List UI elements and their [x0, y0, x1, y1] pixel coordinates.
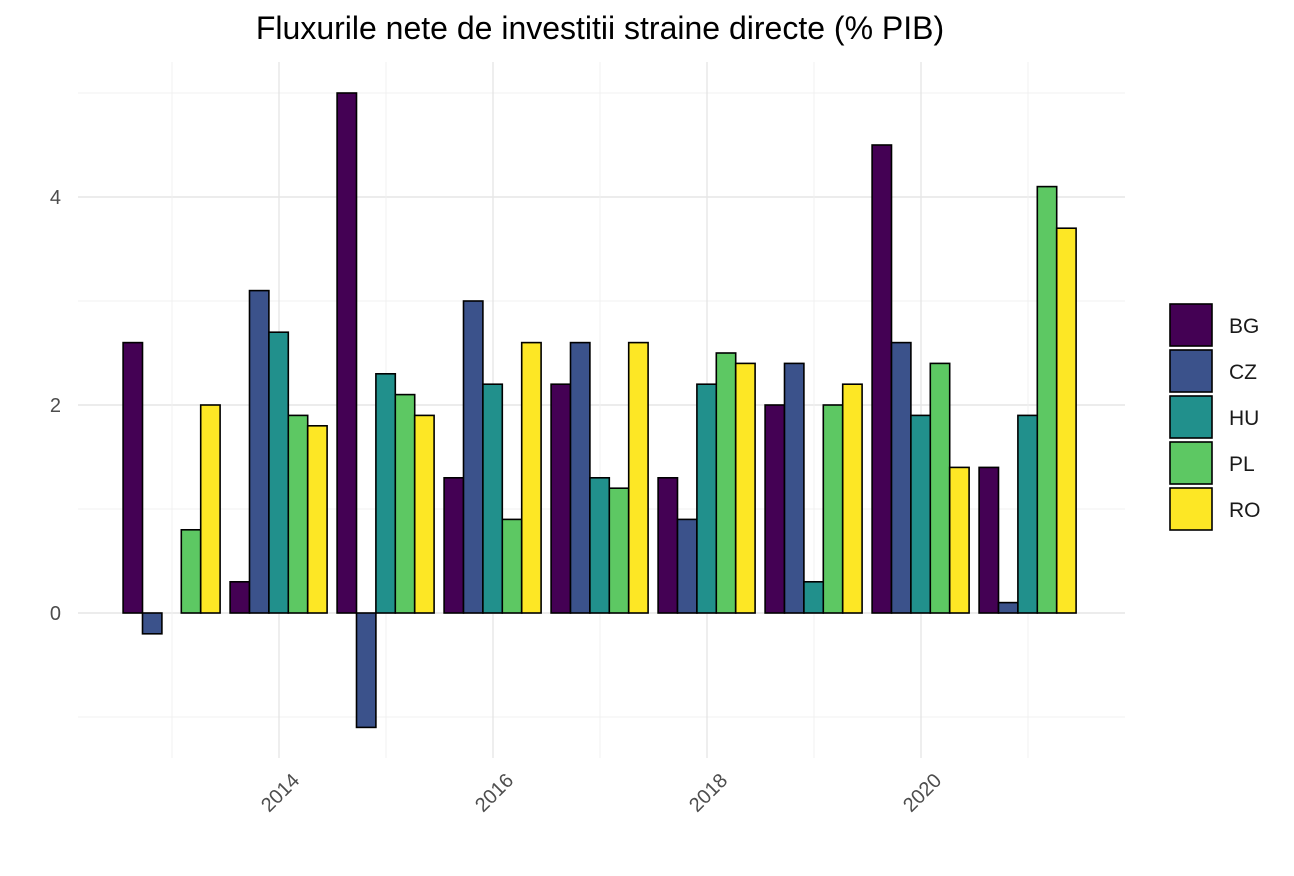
bar-cz-2019: [783, 362, 805, 614]
legend-key-cz: [1169, 349, 1213, 393]
bar-bg-2019: [764, 404, 786, 614]
bar-ro-2016: [520, 341, 542, 614]
bar-cz-2014: [248, 289, 270, 614]
bar-pl-2020: [929, 362, 951, 614]
x-tick-label: 2016: [471, 770, 518, 817]
y-axis-ticks: 0 2 4: [50, 187, 61, 625]
legend-label-pl: PL: [1229, 453, 1255, 476]
bar-bg-2013: [122, 341, 144, 614]
bar-pl-2019: [822, 404, 844, 614]
bar-ro-2017: [627, 341, 649, 614]
y-tick-label: 4: [50, 187, 61, 209]
bar-ro-2020: [948, 466, 970, 614]
bar-hu-2015: [375, 372, 397, 614]
bar-hu-2016: [482, 383, 504, 614]
bar-pl-2017: [608, 487, 630, 614]
bar-ro-2015: [413, 414, 435, 614]
y-tick-label: 2: [50, 395, 61, 417]
bar-pl-2013: [180, 528, 202, 614]
bar-hu-2019: [803, 580, 825, 614]
x-tick-label: 2018: [685, 770, 732, 817]
y-tick-label: 0: [50, 603, 61, 625]
legend-key-ro: [1169, 487, 1213, 531]
bar-hu-2020: [910, 414, 932, 614]
bar-cz-2021: [997, 601, 1019, 614]
bar-hu-2018: [696, 383, 718, 614]
bar-bg-2014: [229, 580, 251, 614]
legend-label-cz: CZ: [1229, 361, 1257, 384]
bar-bg-2021: [978, 466, 1000, 614]
x-tick-label: 2014: [257, 770, 304, 817]
bar-bg-2017: [550, 383, 572, 614]
bar-cz-2015: [355, 612, 377, 729]
legend-key-pl: [1169, 441, 1213, 485]
bar-ro-2018: [734, 362, 756, 614]
bar-ro-2014: [306, 424, 328, 614]
bar-ro-2019: [841, 383, 863, 614]
bar-pl-2018: [715, 352, 737, 614]
chart-title: Fluxurile nete de investitii straine dir…: [255, 10, 945, 46]
bar-bg-2020: [871, 144, 893, 614]
legend-label-hu: HU: [1229, 407, 1259, 430]
bars: [122, 92, 1077, 729]
bar-cz-2017: [569, 341, 591, 614]
bar-cz-2018: [676, 518, 698, 614]
legend-label-ro: RO: [1229, 499, 1261, 522]
bar-hu-2021: [1017, 414, 1039, 614]
x-tick-label: 2020: [899, 770, 946, 817]
bar-pl-2015: [394, 393, 416, 614]
x-axis-ticks: 2014 2016 2018 2020: [257, 770, 946, 817]
bar-cz-2020: [890, 341, 912, 614]
bar-bg-2016: [443, 476, 465, 614]
bar-cz-2013: [141, 612, 163, 635]
legend-label-bg: BG: [1229, 315, 1259, 338]
legend: BG CZ HU PL RO: [1169, 303, 1261, 531]
bar-pl-2016: [501, 518, 523, 614]
bar-ro-2013: [199, 404, 221, 614]
bar-pl-2021: [1036, 185, 1058, 614]
bar-hu-2017: [589, 476, 611, 614]
bar-hu-2014: [268, 331, 290, 614]
legend-key-hu: [1169, 395, 1213, 439]
bar-bg-2015: [336, 92, 358, 614]
grid-lines: [78, 62, 1125, 758]
bar-cz-2016: [462, 300, 484, 614]
legend-key-bg: [1169, 303, 1213, 347]
bar-pl-2014: [287, 414, 309, 614]
bar-ro-2021: [1055, 227, 1077, 614]
bar-bg-2018: [657, 476, 679, 614]
